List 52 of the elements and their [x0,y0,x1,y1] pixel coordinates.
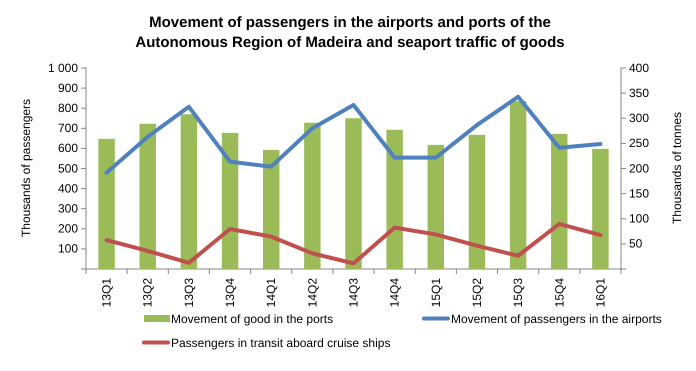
bar [468,134,486,269]
x-tick-label: 16Q1 [593,278,608,308]
bar [98,138,115,269]
y2-tick-label: 50 [629,236,643,251]
y-tick-label: 900 [58,80,78,95]
x-tick-label: 15Q2 [470,278,484,308]
x-tick-label: 14Q4 [388,278,402,308]
y-tick-label: 400 [58,181,78,196]
x-tick-label: 13Q4 [223,278,238,308]
y-tick-label: 700 [58,121,78,136]
y2-tick-label: 100 [629,212,650,226]
y2-tick-label: 300 [629,111,650,126]
x-tick-label: 15Q1 [428,278,443,308]
legend-label: Movement of passengers in the airports [451,312,662,326]
chart-title: Movement of passengers in the airports and ports of the Autonomous Region of Madeira and seaport traffic of goods [135,14,565,51]
line-series [104,222,602,266]
bar [262,150,280,269]
y-tick-label: 500 [58,161,78,176]
bar [345,118,362,269]
line-series [104,94,602,175]
y2-tick-label: 250 [629,136,650,150]
y2-axis-title: Thousands of tonnes [670,112,684,224]
y2-tick-label: 200 [629,161,650,176]
x-tick-label: 14Q3 [346,278,360,308]
y-tick-label: 200 [58,222,78,236]
legend-label: Movement of good in the ports [171,312,334,326]
bar [222,132,238,269]
x-tick-label: 13Q3 [182,278,196,308]
bar [180,114,198,269]
bar [551,134,568,269]
x-tick-label: 14Q2 [305,278,320,308]
bar [510,101,526,269]
bar [592,148,609,269]
y2-tick-label: 150 [629,186,650,200]
y-tick-label: 1 000 [48,60,78,75]
bar [428,144,444,269]
bar [140,124,156,269]
y-tick-label: 100 [58,242,78,256]
bar [304,122,321,269]
x-tick-label: 14Q1 [264,278,278,308]
y2-tick-label: 400 [629,60,650,75]
bar [386,130,403,269]
x-tick-label: 15Q3 [511,278,526,308]
legend-label: Passengers in transit aboard cruise ships [171,336,390,350]
x-tick-label: 13Q1 [100,278,114,308]
y-tick-label: 600 [58,141,78,156]
y-tick-label: 300 [58,202,78,216]
x-tick-label: 15Q4 [552,278,566,308]
y2-tick-label: 350 [629,86,650,100]
x-tick-label: 13Q2 [140,278,155,308]
y-tick-label: 800 [58,101,78,116]
y-axis-title: Thousands of passengers [19,98,33,238]
